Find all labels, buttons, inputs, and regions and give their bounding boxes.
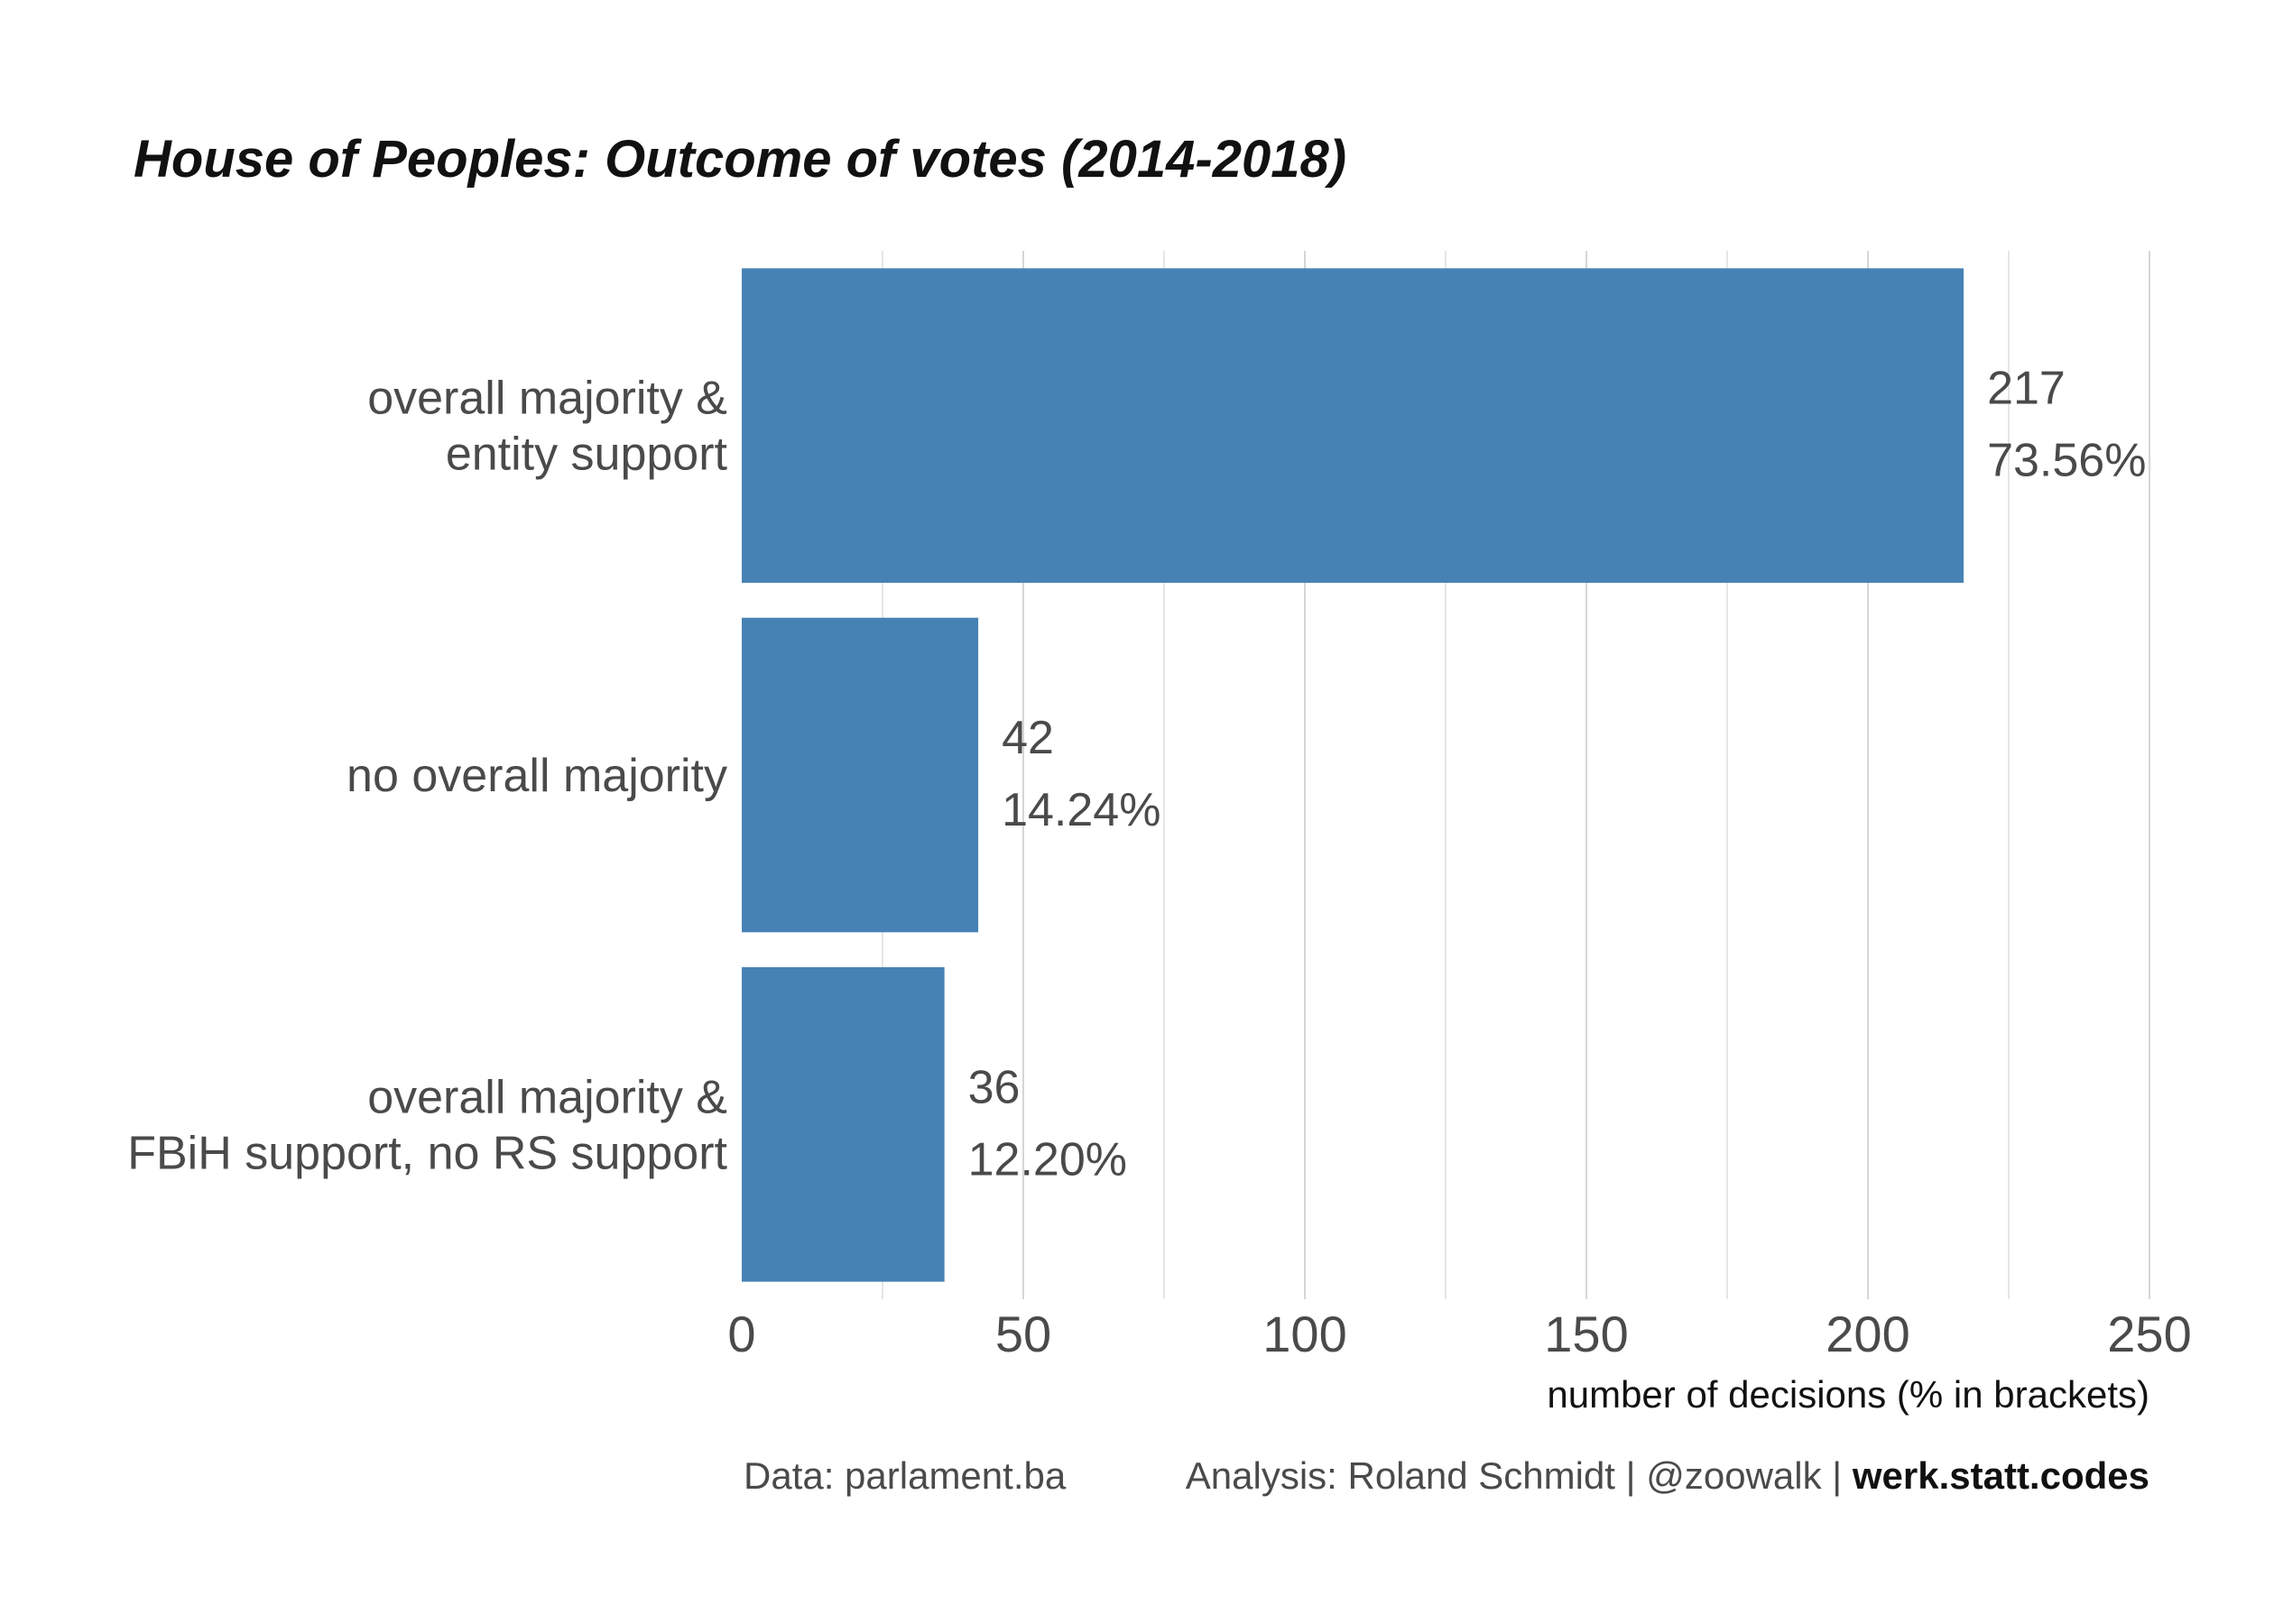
value-label: 36 [968, 1061, 1021, 1113]
x-tick-label: 200 [1826, 1306, 1909, 1362]
data-labels: 217 73.56% 42 14.24% 36 12.20% [968, 363, 2147, 1186]
x-tick-label: 100 [1262, 1306, 1346, 1362]
x-axis-title: number of decisions (% in brackets) [1547, 1373, 2149, 1416]
category-label-line: entity support [446, 429, 728, 481]
x-tick-label: 0 [727, 1306, 755, 1362]
x-tick-label: 50 [995, 1306, 1051, 1362]
bars [742, 268, 1964, 1282]
data-source-caption: Data: parlament.ba [744, 1454, 1067, 1497]
category-label-line: overall majority & [367, 1071, 727, 1123]
chart-title: House of Peoples: Outcome of votes (2014… [134, 130, 1346, 189]
value-label: 217 [1987, 363, 2066, 415]
analysis-credit: Analysis: Roland Schmidt | @zoowalk | [1186, 1454, 1853, 1497]
bar [742, 268, 1964, 583]
category-label: no overall majority [347, 750, 727, 802]
analysis-caption: Analysis: Roland Schmidt | @zoowalk | we… [1186, 1454, 2149, 1497]
percent-label: 73.56% [1987, 435, 2146, 487]
x-axis-ticks: 0 50 100 150 200 250 [727, 1306, 2191, 1362]
site-credit: werk.statt.codes [1852, 1454, 2149, 1497]
bar [742, 617, 979, 933]
x-tick-label: 250 [2107, 1306, 2191, 1362]
percent-label: 12.20% [968, 1133, 1127, 1186]
category-label: overall majority & FBiH support, no RS su… [127, 1071, 727, 1179]
percent-label: 14.24% [1002, 784, 1160, 836]
category-label-line: overall majority & [367, 373, 727, 425]
category-label-line: FBiH support, no RS support [127, 1127, 727, 1179]
category-label: overall majority & entity support [367, 373, 727, 481]
value-label: 42 [1002, 712, 1054, 764]
bar [742, 967, 945, 1282]
category-label-line: no overall majority [347, 750, 727, 802]
x-tick-label: 150 [1544, 1306, 1628, 1362]
